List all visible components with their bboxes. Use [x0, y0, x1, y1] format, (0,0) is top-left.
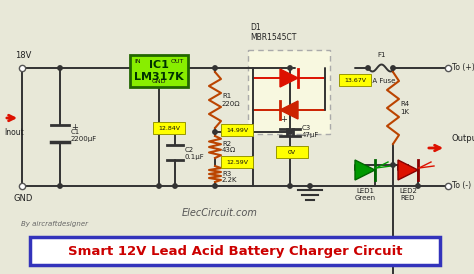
Text: By aircraftdesigner: By aircraftdesigner	[21, 221, 89, 227]
Circle shape	[157, 126, 161, 130]
Text: IN: IN	[134, 59, 141, 64]
Text: LED1
Green: LED1 Green	[355, 188, 375, 201]
FancyBboxPatch shape	[153, 122, 185, 134]
Text: 12.59V: 12.59V	[226, 159, 248, 164]
Polygon shape	[355, 160, 375, 180]
Circle shape	[391, 163, 395, 167]
Polygon shape	[280, 101, 298, 119]
Text: IC1
LM317K: IC1 LM317K	[134, 60, 184, 82]
Circle shape	[416, 184, 420, 188]
Text: GND: GND	[152, 79, 166, 84]
FancyBboxPatch shape	[130, 55, 188, 87]
Circle shape	[288, 184, 292, 188]
Circle shape	[213, 184, 217, 188]
Circle shape	[58, 184, 62, 188]
FancyBboxPatch shape	[248, 50, 330, 134]
Circle shape	[391, 66, 395, 70]
Text: D1
MBR1545CT: D1 MBR1545CT	[250, 22, 296, 42]
Text: To (-) 12V Battery: To (-) 12V Battery	[452, 181, 474, 190]
Circle shape	[213, 130, 217, 134]
Text: 2A Fuse: 2A Fuse	[368, 78, 395, 84]
Text: R4
1K: R4 1K	[400, 101, 409, 115]
FancyBboxPatch shape	[221, 156, 253, 168]
Text: GND: GND	[13, 194, 33, 203]
Text: +: +	[281, 115, 287, 124]
Text: 0V: 0V	[288, 150, 296, 155]
Polygon shape	[280, 69, 298, 87]
Text: 12.84V: 12.84V	[158, 125, 180, 130]
Text: LED2
RED: LED2 RED	[399, 188, 417, 201]
Text: R1
220Ω: R1 220Ω	[222, 93, 241, 107]
Circle shape	[288, 130, 292, 134]
Text: R2
43Ω: R2 43Ω	[222, 141, 236, 153]
Text: 13.67V: 13.67V	[344, 78, 366, 82]
Text: F1: F1	[377, 52, 386, 58]
Text: 18V: 18V	[15, 51, 31, 60]
FancyBboxPatch shape	[221, 124, 253, 136]
Text: C3
47μF: C3 47μF	[302, 125, 319, 138]
Text: ElecCircuit.com: ElecCircuit.com	[182, 208, 258, 218]
Text: R3
2.2K: R3 2.2K	[222, 170, 237, 184]
Text: C2
0.1μF: C2 0.1μF	[185, 147, 205, 159]
Text: +: +	[71, 124, 78, 133]
Circle shape	[308, 184, 312, 188]
Text: 14.99V: 14.99V	[226, 127, 248, 133]
Text: Output: Output	[452, 134, 474, 143]
Polygon shape	[398, 160, 418, 180]
Circle shape	[157, 184, 161, 188]
Circle shape	[173, 184, 177, 188]
Circle shape	[366, 66, 370, 70]
Circle shape	[58, 66, 62, 70]
FancyBboxPatch shape	[339, 74, 371, 86]
FancyBboxPatch shape	[276, 146, 308, 158]
Text: C1
2200μF: C1 2200μF	[71, 130, 97, 142]
Text: Inout: Inout	[4, 128, 24, 137]
Circle shape	[288, 66, 292, 70]
Text: OUT: OUT	[171, 59, 184, 64]
Circle shape	[213, 66, 217, 70]
Text: Smart 12V Lead Acid Battery Charger Circuit: Smart 12V Lead Acid Battery Charger Circ…	[68, 244, 402, 258]
FancyBboxPatch shape	[30, 237, 440, 265]
Text: To (+) 12V Battery: To (+) 12V Battery	[452, 64, 474, 73]
